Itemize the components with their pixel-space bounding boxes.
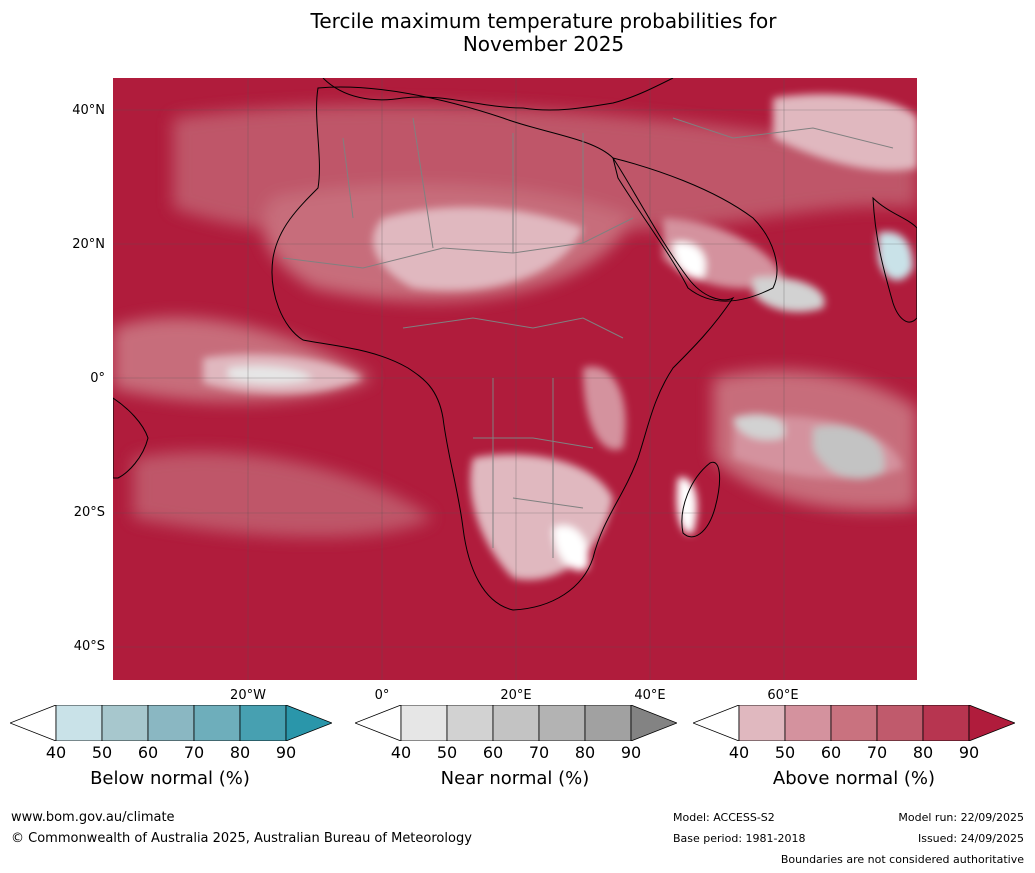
colorbar-below-bin-3 [193,705,241,741]
grey-atlantic-equator [228,366,313,384]
border-south [473,378,594,558]
colorbar-below-title: Below normal (%) [90,768,250,789]
tick: 40 [45,743,67,762]
colorbar-above-title: Above normal (%) [772,768,936,789]
title-line-2: November 2025 [462,32,625,56]
colorbar-below [10,705,332,741]
model-run-text: Model run: 22/09/2025 [898,811,1024,824]
tick: 80 [229,743,251,762]
madagascar-coastline [681,461,721,538]
tick: 60 [820,743,842,762]
lon-label-0: 0° [374,688,390,703]
colorbar-above-bin-2 [830,705,878,741]
colorbar-above-bin-4 [922,705,970,741]
europe-coastline [322,78,674,111]
india-coastline [872,196,917,323]
tick: 40 [390,743,412,762]
graticule [113,78,917,680]
tick: 70 [866,743,888,762]
website-link[interactable]: www.bom.gov.au/climate [11,810,175,825]
colorbar-above-max-arrow [968,705,1015,741]
colorbar-above-bin-3 [876,705,924,741]
colorbar-near-bin-0 [400,705,448,741]
border-middle-east [672,117,894,149]
tick: 60 [137,743,159,762]
tick: 40 [728,743,750,762]
colorbar-above [693,705,1015,741]
south-america-coastline [113,397,149,479]
disclaimer-text: Boundaries are not considered authoritat… [780,853,1024,866]
colorbar-near-bin-4 [584,705,632,741]
lon-label-40e: 40°E [634,688,666,703]
lon-label-60e: 60°E [767,688,799,703]
border-central [402,317,624,339]
colorbar-below-bin-0 [55,705,103,741]
tick: 90 [958,743,980,762]
tick: 70 [528,743,550,762]
white-arabia-south [673,242,706,279]
grey-arabian-sea [753,277,825,313]
border-sahel [282,217,634,269]
colorbar-below-min-arrow [10,705,57,741]
tick: 50 [91,743,113,762]
colorbar-near [355,705,677,741]
colorbar-near-bin-3 [538,705,586,741]
africa-coastline [271,86,735,611]
colorbar-below-bin-1 [101,705,149,741]
tick: 90 [275,743,297,762]
copyright-text: © Commonwealth of Australia 2025, Austra… [11,831,472,846]
grey-indian-ocean [813,425,885,479]
colorbar-near-title: Near normal (%) [440,768,590,789]
colorbar-below-max-arrow [285,705,332,741]
colorbar-below-bin-2 [147,705,195,741]
border-north-africa [342,117,584,253]
tick: 50 [436,743,458,762]
issued-text: Issued: 24/09/2025 [917,832,1024,845]
lat-label-0: 0° [90,371,105,386]
lat-label-40n: 40°N [72,103,105,118]
country-borders [282,117,894,558]
lon-label-20e: 20°E [500,688,532,703]
lat-label-20s: 20°S [73,505,105,520]
colorbar-below-bin-4 [239,705,287,741]
colorbar-near-bin-2 [492,705,540,741]
coastlines [113,78,917,611]
colorbar-near-min-arrow [355,705,402,741]
lat-label-20n: 20°N [72,237,105,252]
colorbar-above-min-arrow [693,705,740,741]
tick: 80 [574,743,596,762]
chart-title: Tercile maximum temperature probabilitie… [0,10,1035,56]
tick: 60 [482,743,504,762]
colorbar-above-bin-0 [738,705,786,741]
model-text: Model: ACCESS-S2 [673,811,775,824]
light-pink-east-africa [583,366,626,450]
colorbar-above-bin-1 [784,705,832,741]
probability-map [113,78,917,680]
mid-red-zone-south-ocean [133,451,433,537]
base-period-text: Base period: 1981-2018 [673,832,806,845]
lat-label-40s: 40°S [73,639,105,654]
tick: 50 [774,743,796,762]
tick: 90 [620,743,642,762]
tick: 70 [183,743,205,762]
light-pink-sahara [373,207,583,291]
lon-label-20w: 20°W [230,688,266,703]
white-southern-africa [553,525,589,571]
light-pink-middle-east [773,94,917,171]
grey-indian-west [733,414,785,440]
colorbar-near-max-arrow [630,705,677,741]
tick: 80 [912,743,934,762]
title-line-1: Tercile maximum temperature probabilitie… [310,9,777,33]
colorbar-near-bin-1 [446,705,494,741]
arabia-coastline [612,157,778,302]
